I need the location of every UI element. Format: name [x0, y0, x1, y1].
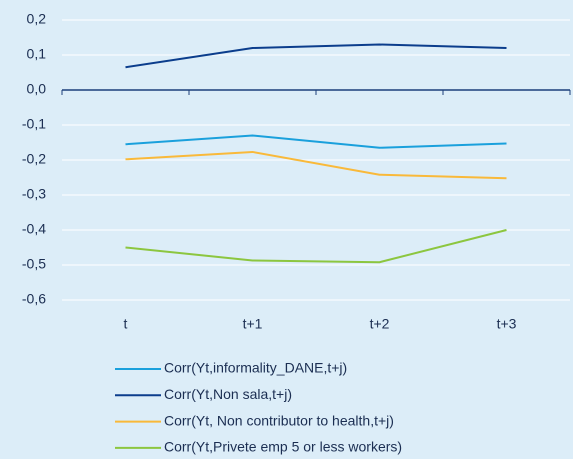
legend-label: Corr(Yt,Privete emp 5 or less workers) [164, 439, 402, 455]
y-tick-label: -0,4 [22, 221, 46, 237]
y-tick-label: 0,1 [27, 46, 47, 62]
legend-label: Corr(Yt, Non contributor to health,t+j) [164, 412, 394, 428]
y-tick-label: -0,1 [22, 116, 46, 132]
legend-label: Corr(Yt,Non sala,t+j) [164, 386, 292, 402]
y-tick-label: -0,3 [22, 186, 46, 202]
series-line [125, 229, 507, 264]
series-line [125, 134, 507, 149]
y-tick-label: 0,2 [27, 11, 47, 27]
x-tick-label: t+2 [370, 316, 390, 332]
y-tick-label: 0,0 [27, 81, 47, 97]
series-line [125, 150, 507, 180]
y-tick-label: -0,2 [22, 151, 46, 167]
y-tick-label: -0,6 [22, 291, 46, 307]
x-tick-label: t+3 [497, 316, 517, 332]
x-tick-label: t+1 [243, 316, 263, 332]
x-tick-label: t [124, 316, 128, 332]
y-tick-label: -0,5 [22, 256, 46, 272]
series-line [125, 43, 507, 69]
legend-label: Corr(Yt,informality_DANE,t+j) [164, 360, 347, 376]
